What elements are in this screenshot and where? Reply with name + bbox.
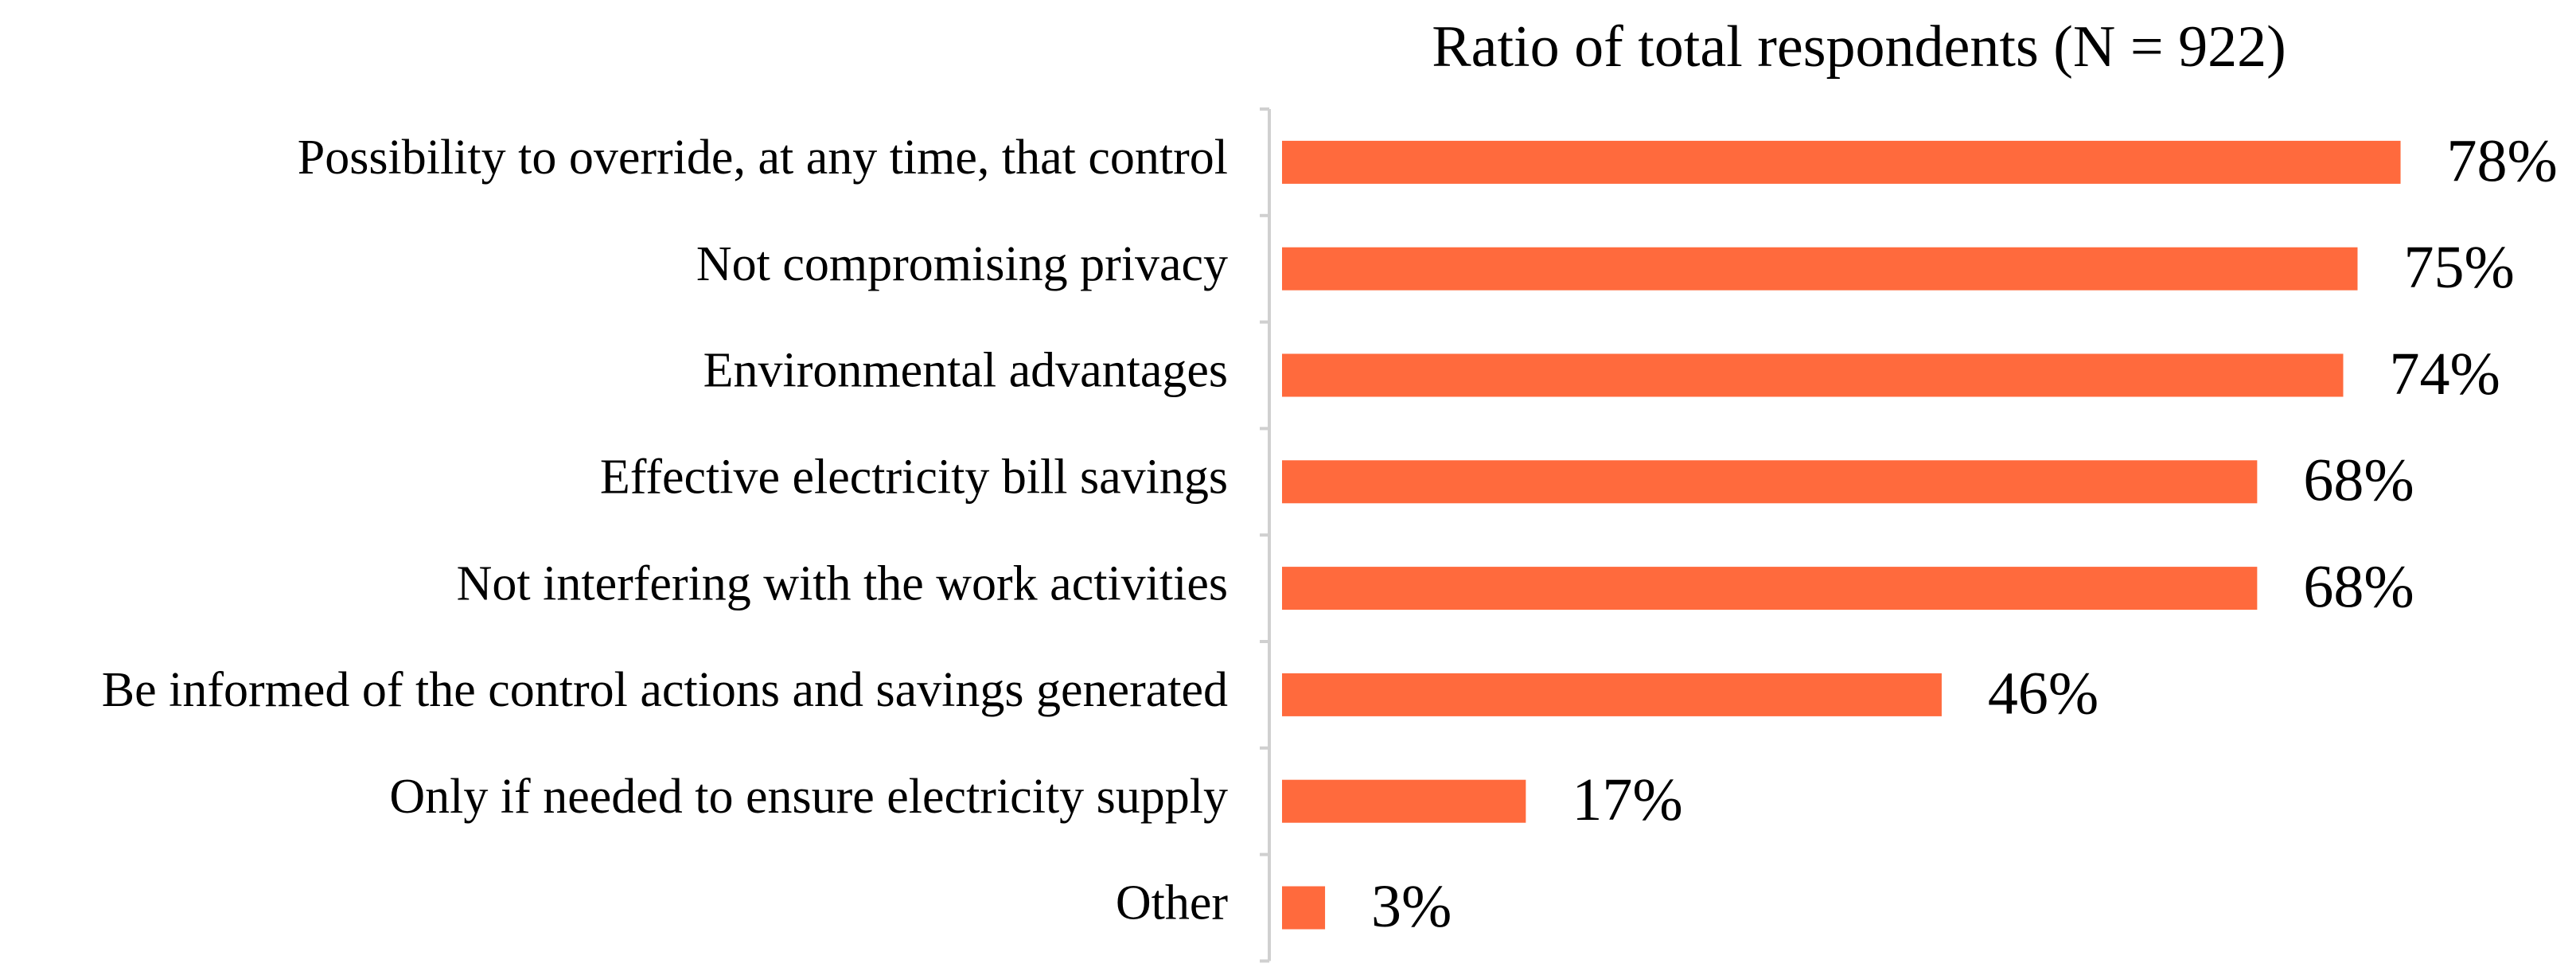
category-label: Possibility to override, at any time, th… [298,131,1228,185]
category-label: Effective electricity bill savings [600,450,1228,505]
category-label: Be informed of the control actions and s… [102,663,1228,717]
chart-title: Ratio of total respondents (N = 922) [1432,14,2286,80]
bar [1282,353,2344,397]
bar [1282,886,1326,930]
bar [1282,779,1526,823]
bar [1282,567,2258,610]
category-label: Not compromising privacy [696,237,1228,291]
category-label: Only if needed to ensure electricity sup… [389,770,1228,824]
category-label: Environmental advantages [703,344,1228,398]
bar [1282,460,2258,504]
bar [1282,140,2401,184]
bar [1282,247,2358,291]
value-label: 68% [2303,447,2414,514]
value-label: 75% [2404,234,2515,301]
category-label: Other [1116,876,1229,930]
value-label: 78% [2447,127,2558,194]
value-label: 74% [2389,341,2500,408]
category-label: Not interfering with the work activities [457,556,1228,610]
bar [1282,673,1942,716]
value-label: 3% [1371,873,1452,940]
value-label: 46% [1988,660,2099,727]
value-label: 68% [2303,554,2414,621]
value-label: 17% [1572,766,1682,833]
